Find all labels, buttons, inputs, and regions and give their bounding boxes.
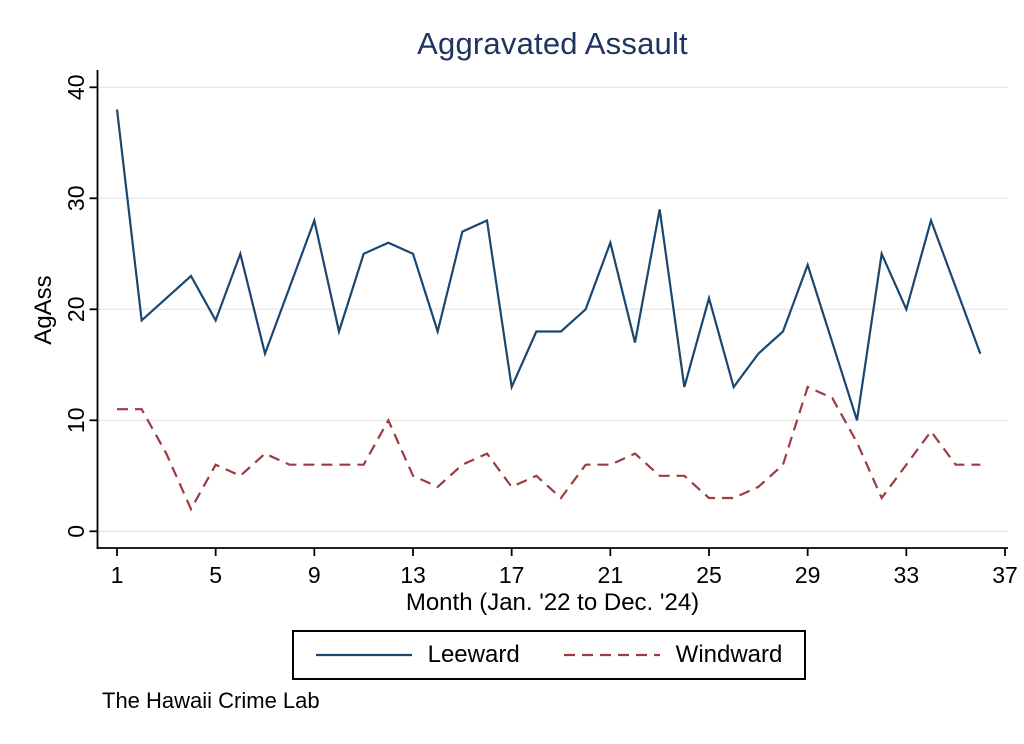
svg-text:40: 40 [63, 75, 89, 101]
svg-text:30: 30 [63, 186, 89, 212]
svg-text:20: 20 [63, 297, 89, 323]
windward-series-line [117, 385, 981, 512]
legend-label-leeward: Leeward [427, 641, 520, 668]
svg-text:0: 0 [63, 525, 89, 538]
legend: Leeward Windward [292, 630, 806, 680]
svg-text:33: 33 [894, 562, 920, 588]
svg-text:25: 25 [696, 562, 722, 588]
svg-text:13: 13 [400, 562, 426, 588]
leeward-series-line [115, 109, 982, 421]
svg-text:37: 37 [992, 562, 1018, 588]
windward-line-sample [563, 653, 660, 657]
svg-text:9: 9 [308, 562, 321, 588]
svg-text:5: 5 [209, 562, 222, 588]
source-note: The Hawaii Crime Lab [102, 688, 320, 713]
y-axis-title: AgAss [30, 275, 57, 345]
legend-entry-leeward: Leeward [315, 641, 520, 669]
svg-text:17: 17 [499, 562, 525, 588]
svg-text:1: 1 [111, 562, 124, 588]
chart-title: Aggravated Assault [417, 26, 688, 61]
svg-text:29: 29 [795, 562, 821, 588]
legend-label-windward: Windward [675, 641, 783, 668]
svg-text:21: 21 [598, 562, 624, 588]
legend-entry-windward: Windward [563, 641, 783, 669]
svg-text:10: 10 [63, 408, 89, 434]
x-axis-title: Month (Jan. '22 to Dec. '24) [405, 589, 700, 616]
leeward-line-sample [315, 653, 412, 657]
